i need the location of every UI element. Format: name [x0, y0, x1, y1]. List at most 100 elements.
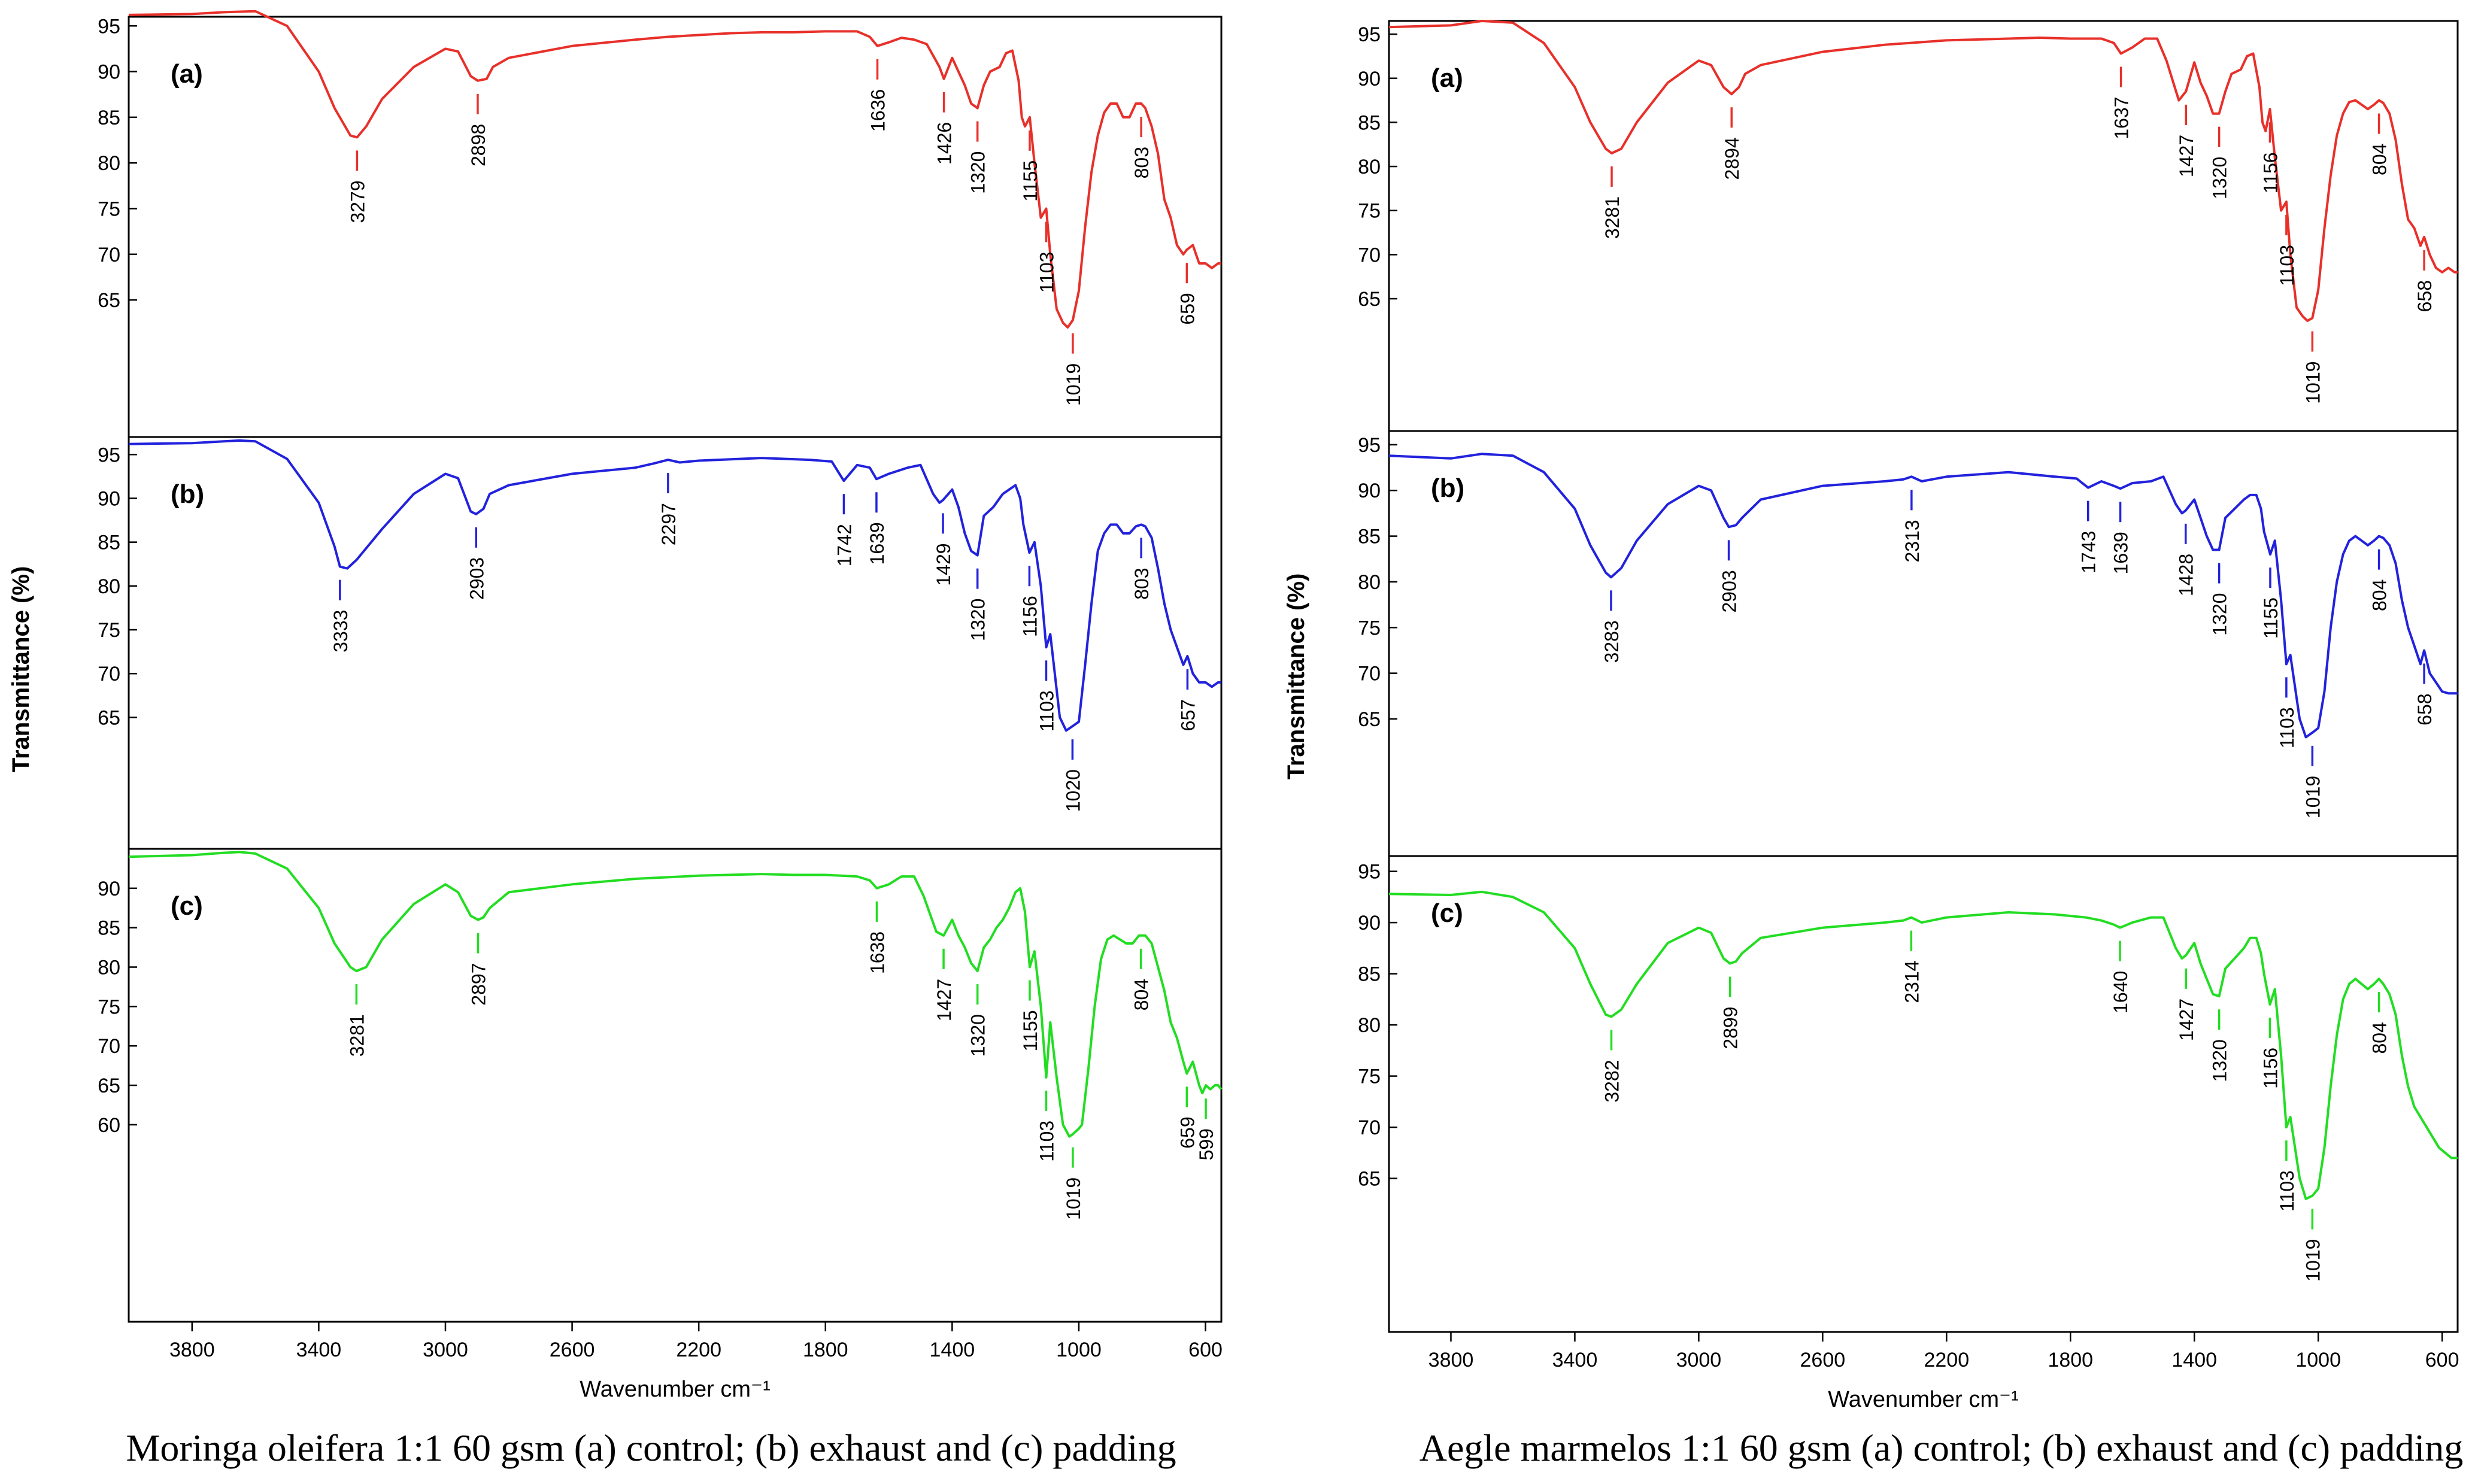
peak-label: 1019 [1063, 363, 1084, 406]
y-tick-label: 70 [98, 663, 120, 685]
x-tick-label: 3800 [1428, 1349, 1474, 1371]
panel-frame [128, 16, 1223, 438]
y-tick-label: 75 [1358, 617, 1381, 639]
panel-label: (c) [171, 891, 203, 921]
peak-label: 1640 [2110, 971, 2131, 1013]
y-tick-label: 65 [1358, 708, 1381, 731]
peak-label: 1155 [2260, 597, 2282, 639]
peak-label: 1103 [2276, 1170, 2298, 1212]
x-tick-label: 2600 [550, 1339, 595, 1361]
y-tick-label: 90 [1358, 480, 1381, 502]
peak-label: 803 [1131, 147, 1152, 178]
x-axis-label: Wavenumber cm⁻¹ [1828, 1387, 2019, 1412]
peak-label: 2894 [1721, 137, 1743, 180]
y-tick-label: 70 [1358, 663, 1381, 685]
x-tick-label: 2600 [1800, 1349, 1846, 1371]
peak-label: 2897 [468, 963, 489, 1006]
panel-frame [1388, 855, 2459, 1333]
y-tick-label: 70 [1358, 244, 1381, 266]
y-tick-label: 65 [98, 706, 120, 729]
x-tick-label: 1400 [2171, 1349, 2217, 1371]
peak-label: 1638 [866, 931, 888, 974]
peak-label: 804 [2369, 1022, 2391, 1054]
spectrum-line [1388, 890, 2458, 1200]
y-tick-label: 80 [1358, 1014, 1381, 1037]
peak-label: 659 [1176, 293, 1198, 324]
y-tick-label: 75 [98, 996, 120, 1018]
panel-1: 65 70 75 80 85 90 95 (b) 3333 2903 2297 1742 1639 142… [98, 436, 1223, 850]
y-tick-label: 95 [1358, 861, 1381, 884]
peak-label: 3333 [330, 610, 351, 653]
peak-label: 1320 [967, 599, 989, 641]
peak-label: 803 [1131, 567, 1152, 599]
peak-label: 1019 [2302, 361, 2324, 403]
y-tick-label: 80 [98, 957, 120, 979]
peak-label: 2903 [466, 557, 487, 600]
y-tick-label: 85 [1358, 111, 1381, 134]
peak-label: 658 [2414, 693, 2435, 725]
y-tick-label: 65 [98, 289, 120, 312]
y-tick-label: 95 [1358, 434, 1381, 457]
peak-label: 1320 [2209, 1039, 2231, 1082]
x-axis: 3800 3400 3000 2600 2200 1800 1400 1000 600 Waven… [1428, 1332, 2459, 1412]
spectrum-line [1388, 20, 2458, 322]
peak-label: 1019 [1063, 1178, 1084, 1220]
x-tick-label: 600 [2425, 1349, 2459, 1371]
peak-label: 1320 [967, 151, 989, 194]
spectrum-line [128, 851, 1223, 1138]
peak-label: 3279 [347, 180, 368, 223]
y-axis-label: Transmittance (%) [8, 566, 34, 773]
y-tick-label: 65 [98, 1075, 120, 1097]
panel-frame [1388, 430, 2459, 857]
y-axis-label: Transmittance (%) [1283, 573, 1309, 780]
x-tick-label: 2200 [676, 1339, 721, 1361]
x-tick-label: 600 [1188, 1339, 1223, 1361]
peak-label: 1020 [1062, 769, 1084, 812]
x-tick-label: 3400 [1552, 1349, 1598, 1371]
peak-label: 657 [1177, 699, 1199, 731]
x-tick-label: 2200 [1924, 1349, 1969, 1371]
y-tick-label: 80 [1358, 571, 1381, 594]
peak-label: 1156 [2259, 152, 2281, 193]
peak-label: 1103 [1036, 1121, 1057, 1162]
panel-frame [128, 436, 1223, 850]
y-tick-label: 85 [98, 917, 120, 940]
peak-label: 1639 [2110, 532, 2132, 574]
y-tick-label: 85 [1358, 963, 1381, 986]
x-axis-label: Wavenumber cm⁻¹ [580, 1377, 771, 1402]
peak-label: 1103 [1036, 690, 1057, 732]
peak-label: 804 [2369, 144, 2391, 175]
peak-label: 1429 [933, 543, 954, 585]
peak-label: 1742 [833, 524, 855, 566]
x-tick-label: 3800 [169, 1339, 215, 1361]
peak-label: 3282 [1601, 1060, 1622, 1102]
peak-label: 3283 [1601, 620, 1622, 663]
y-tick-label: 90 [1358, 912, 1381, 934]
panel-2: 65 70 75 80 85 90 95 (c) 3282 2899 2314 1640 1427 132… [1358, 855, 2459, 1333]
panel-0: 65 70 75 80 85 90 95 (a) 3279 2898 1636 1426 1320 115… [98, 10, 1223, 438]
peak-label: 1320 [2209, 157, 2231, 199]
peak-label: 1320 [2209, 593, 2231, 635]
panel-2: 60 65 70 75 80 85 90 (c) 3281 2897 1638 1427 1320 115… [98, 848, 1223, 1323]
y-tick-label: 60 [98, 1114, 120, 1137]
peak-label: 1427 [2176, 135, 2197, 177]
peak-label: 1156 [1019, 596, 1041, 637]
peak-label: 1637 [2111, 97, 2133, 139]
x-tick-label: 1800 [803, 1339, 848, 1361]
x-tick-label: 1400 [930, 1339, 975, 1361]
peak-label: 1320 [967, 1014, 989, 1057]
y-tick-label: 65 [1358, 288, 1381, 311]
peak-label: 2903 [1719, 570, 1740, 612]
panel-label: (a) [1431, 63, 1463, 93]
y-tick-label: 70 [98, 1035, 120, 1058]
y-tick-label: 95 [1358, 23, 1381, 46]
panel-frame [1388, 20, 2459, 432]
panel-label: (a) [171, 59, 203, 89]
chart-aegle-marmelos: 65 70 75 80 85 90 95 (a) 3281 2894 1637 1427 1320 115… [1283, 20, 2463, 1469]
peak-label: 1426 [934, 122, 956, 165]
y-tick-label: 90 [1358, 68, 1381, 90]
x-axis: 3800 3400 3000 2600 2200 1800 1400 1000 600 Waven… [169, 1322, 1223, 1402]
y-tick-label: 75 [98, 198, 120, 220]
figure-caption: Moringa oleifera 1:1 60 gsm (a) control;… [126, 1427, 1176, 1469]
